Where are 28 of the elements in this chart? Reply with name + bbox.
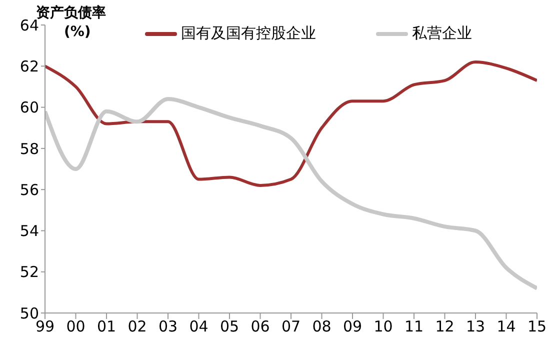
- x-tick-label: 06: [250, 318, 270, 336]
- x-tick-label: 05: [220, 318, 240, 336]
- x-tick-label: 08: [312, 318, 332, 336]
- line-series: [45, 97, 537, 290]
- y-tick-label: 58: [20, 140, 39, 158]
- x-tick-label: 09: [342, 318, 362, 336]
- x-tick-label: 11: [404, 318, 424, 336]
- line-series: [45, 60, 537, 187]
- legend-label: 私营企业: [412, 24, 472, 43]
- y-tick-label: 62: [20, 57, 39, 76]
- x-tick-label: 01: [96, 318, 116, 336]
- x-tick-label: 02: [128, 318, 147, 336]
- x-tick-label: 12: [435, 318, 454, 336]
- x-tick-label: 14: [496, 318, 516, 336]
- x-tick-label: 99: [35, 318, 55, 336]
- x-tick-label: 10: [374, 318, 393, 336]
- y-tick-label: 64: [20, 16, 39, 34]
- x-tick-label: 15: [527, 318, 547, 336]
- y-tick-label: 52: [20, 263, 39, 282]
- x-tick-label: 07: [281, 318, 301, 336]
- y-tick-label: 60: [20, 98, 39, 117]
- y-tick-label: 56: [20, 180, 39, 199]
- x-tick-label: 03: [158, 318, 178, 336]
- x-tick-label: 00: [66, 318, 86, 336]
- legend-label: 国有及国有控股企业: [181, 24, 316, 43]
- y-tick-label: 54: [20, 222, 39, 240]
- x-tick-label: 13: [466, 318, 486, 336]
- x-tick-label: 04: [189, 318, 208, 336]
